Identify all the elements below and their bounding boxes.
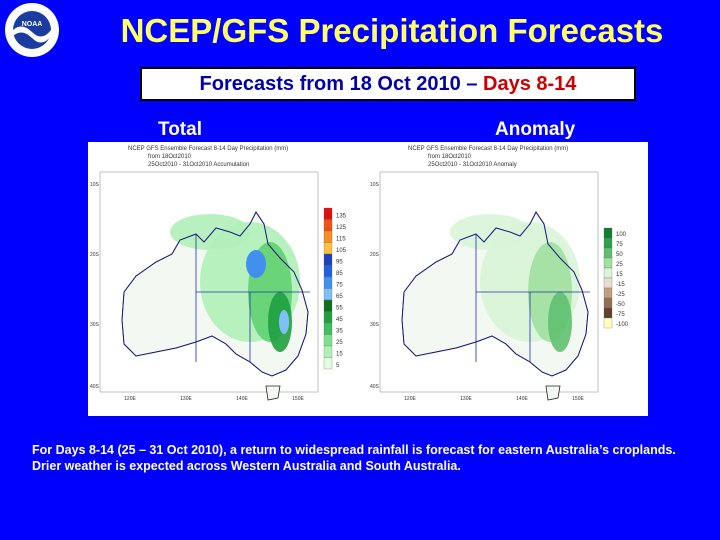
- legend-swatch: [323, 265, 333, 278]
- lon-tick-label: 120E: [124, 396, 136, 402]
- legend-label: 75: [616, 242, 623, 248]
- subtitle-highlight: Days 8-14: [483, 73, 577, 95]
- legend-label: 25: [336, 340, 343, 346]
- total-map-panel: NCEP GFS Ensemble Forecast 8-14 Day Prec…: [88, 142, 368, 416]
- total-precip-map: NCEP GFS Ensemble Forecast 8-14 Day Prec…: [90, 146, 347, 402]
- legend-label: 45: [336, 317, 343, 323]
- legend-swatch: [323, 207, 333, 220]
- logo-text: NOAA: [22, 21, 43, 28]
- anomaly-precip-map: NCEP GFS Ensemble Forecast 8-14 Day Prec…: [370, 146, 629, 402]
- total-label: Total: [158, 119, 202, 140]
- lat-tick-label: 10S: [370, 182, 380, 188]
- legend-swatch: [603, 227, 613, 239]
- legend-swatch: [323, 276, 333, 289]
- lat-tick-label: 20S: [90, 252, 100, 258]
- legend-swatch: [323, 345, 333, 358]
- coastline: [121, 211, 309, 377]
- map-header-line: from 18Oct2010: [148, 154, 192, 160]
- legend-label: -15: [616, 282, 625, 288]
- legend-label: 65: [336, 294, 343, 300]
- legend-label: 25: [616, 262, 623, 268]
- legend-label: -50: [616, 302, 625, 308]
- rain-area: [548, 292, 572, 352]
- legend-swatch: [323, 299, 333, 312]
- lon-tick-label: 120E: [404, 396, 416, 402]
- legend-swatch: [603, 297, 613, 309]
- legend-label: 15: [616, 272, 623, 278]
- lon-tick-label: 140E: [236, 396, 248, 402]
- lat-tick-label: 10S: [90, 182, 100, 188]
- forecast-subtitle: Forecasts from 18 Oct 2010 – Days 8-14: [140, 67, 636, 101]
- legend-label: -75: [616, 312, 625, 318]
- legend-label: 100: [616, 232, 627, 238]
- lon-tick-label: 150E: [572, 396, 584, 402]
- legend-swatch: [323, 322, 333, 335]
- legend-label: 15: [336, 352, 343, 358]
- tasmania-outline: [265, 385, 281, 401]
- rain-area: [450, 214, 530, 250]
- map-header-line: NCEP GFS Ensemble Forecast 8-14 Day Prec…: [408, 146, 568, 152]
- legend-swatch: [603, 237, 613, 249]
- legend-label: 115: [336, 237, 346, 243]
- rain-area-blue: [279, 310, 289, 334]
- legend-swatch: [603, 287, 613, 299]
- legend-label: 85: [336, 271, 343, 277]
- legend-label: 5: [336, 363, 340, 369]
- legend-swatch: [603, 247, 613, 259]
- legend-label: 75: [336, 283, 343, 289]
- map-area: 10S 20S 30S 40S 120E 130E 140E 150E: [370, 171, 599, 402]
- legend-label: 95: [336, 260, 343, 266]
- lon-tick-label: 130E: [460, 396, 472, 402]
- legend-swatch: [323, 288, 333, 301]
- legend-swatch: [603, 257, 613, 269]
- legend-label: 135: [336, 214, 347, 220]
- map-frame: [99, 171, 319, 393]
- legend-label: 105: [336, 248, 347, 254]
- lat-tick-label: 40S: [90, 384, 100, 390]
- legend-swatch: [323, 253, 333, 266]
- lat-tick-label: 20S: [370, 252, 380, 258]
- page-title: NCEP/GFS Precipitation Forecasts: [120, 12, 664, 49]
- state-borders: [195, 234, 310, 362]
- lat-tick-label: 40S: [370, 384, 380, 390]
- anomaly-label: Anomaly: [495, 119, 576, 140]
- legend-swatch: [323, 219, 333, 232]
- legend-swatch: [323, 334, 333, 347]
- legend-swatch: [323, 242, 333, 255]
- legend-swatch: [323, 311, 333, 324]
- map-header-line: 25Oct2010 - 31Oct2010 Anomaly: [428, 162, 517, 168]
- legend-label: 35: [336, 329, 343, 335]
- legend-swatch: [603, 317, 613, 329]
- legend-label: 55: [336, 306, 343, 312]
- state-borders: [475, 234, 590, 362]
- subtitle-prefix: Forecasts from 18 Oct 2010 –: [199, 73, 478, 95]
- legend-label: 125: [336, 225, 347, 231]
- anomaly-map-panel: NCEP GFS Ensemble Forecast 8-14 Day Prec…: [368, 142, 648, 416]
- map-header-line: NCEP GFS Ensemble Forecast 8-14 Day Prec…: [128, 146, 288, 152]
- map-header-line: from 18Oct2010: [428, 154, 472, 160]
- coastline: [401, 211, 589, 377]
- lat-tick-label: 30S: [370, 322, 380, 328]
- rain-area: [170, 214, 250, 250]
- legend-swatch: [603, 307, 613, 319]
- lon-tick-label: 140E: [516, 396, 528, 402]
- legend-label: -25: [616, 292, 625, 298]
- legend-label: 50: [616, 252, 623, 258]
- map-area: 10S 20S 30S 40S 120E 130E 140E 150E: [90, 171, 319, 402]
- legend-swatch: [323, 230, 333, 243]
- legend-swatch: [323, 357, 333, 370]
- map-header-line: 25Oct2010 - 31Oct2010 Accumulation: [148, 162, 249, 168]
- noaa-logo: NOAA: [5, 3, 59, 57]
- lat-tick-label: 30S: [90, 322, 100, 328]
- legend-swatch: [603, 277, 613, 289]
- legend-label: -100: [616, 322, 629, 328]
- lon-tick-label: 150E: [292, 396, 304, 402]
- forecast-caption: For Days 8-14 (25 – 31 Oct 2010), a retu…: [32, 443, 676, 473]
- lon-tick-label: 130E: [180, 396, 192, 402]
- rain-area-blue: [246, 250, 266, 278]
- legend-swatch: [603, 267, 613, 279]
- tasmania-outline: [545, 385, 561, 401]
- map-frame: [379, 171, 599, 393]
